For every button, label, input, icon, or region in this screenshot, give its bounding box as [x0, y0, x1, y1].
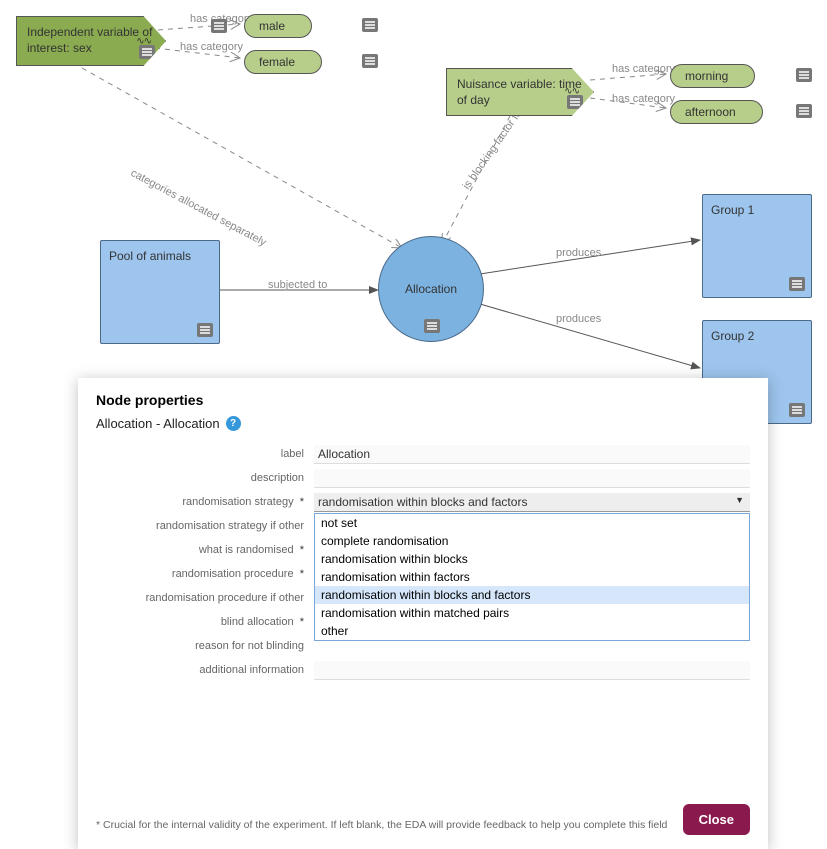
- help-icon[interactable]: ?: [226, 416, 241, 431]
- edge-label: produces: [556, 247, 602, 259]
- edge-label: produces: [556, 313, 602, 325]
- node-label: male: [259, 19, 285, 33]
- node-properties-panel: Node properties Allocation - Allocation …: [78, 378, 768, 849]
- randomisation-strategy-select[interactable]: randomisation within blocks and factors: [314, 493, 750, 512]
- node-pool-of-animals[interactable]: Pool of animals: [100, 240, 220, 344]
- edge-label: has category: [612, 93, 675, 105]
- field-label: randomisation procedure: [172, 568, 294, 580]
- notes-icon[interactable]: [362, 18, 378, 32]
- diagram-canvas: has category has category has category h…: [0, 0, 827, 420]
- node-allocation[interactable]: Allocation: [378, 236, 484, 342]
- notes-icon[interactable]: [362, 54, 378, 68]
- strategy-dropdown: not setcomplete randomisationrandomisati…: [314, 513, 750, 641]
- dropdown-option[interactable]: other: [315, 622, 749, 640]
- field-label: description: [96, 472, 314, 484]
- dropdown-option[interactable]: randomisation within blocks: [315, 550, 749, 568]
- field-label: blind allocation: [221, 616, 294, 628]
- node-independent-variable[interactable]: Independent variable of interest: sex ∿∿: [16, 16, 166, 66]
- dropdown-option[interactable]: randomisation within factors: [315, 568, 749, 586]
- notes-icon[interactable]: [796, 104, 812, 118]
- notes-icon[interactable]: [789, 403, 805, 417]
- edge-label: is blocking factor for: [461, 104, 527, 191]
- field-label: randomisation strategy if other: [96, 520, 314, 532]
- node-category-male[interactable]: male: [244, 14, 312, 38]
- panel-subtitle: Allocation - Allocation: [96, 416, 220, 431]
- dropdown-option[interactable]: complete randomisation: [315, 532, 749, 550]
- description-input[interactable]: [314, 469, 750, 488]
- notes-icon[interactable]: [211, 19, 227, 33]
- node-category-afternoon[interactable]: afternoon: [670, 100, 763, 124]
- node-label: female: [259, 55, 295, 69]
- field-label: label: [96, 448, 314, 460]
- notes-icon[interactable]: [567, 95, 583, 109]
- field-label: randomisation procedure if other: [96, 592, 314, 604]
- dropdown-option[interactable]: not set: [315, 514, 749, 532]
- edge-label: categories allocated separately: [129, 167, 269, 249]
- node-label: afternoon: [685, 105, 736, 119]
- dropdown-option[interactable]: randomisation within blocks and factors: [315, 586, 749, 604]
- edge-label: has category: [180, 41, 243, 53]
- notes-icon[interactable]: [796, 68, 812, 82]
- edge-label: has category: [612, 63, 675, 75]
- notes-icon[interactable]: [139, 45, 155, 59]
- close-button[interactable]: Close: [683, 804, 750, 835]
- footnote-text: * Crucial for the internal validity of t…: [96, 819, 750, 831]
- node-label: Group 2: [711, 329, 754, 343]
- additional-input[interactable]: [314, 661, 750, 680]
- field-label: additional information: [96, 664, 314, 676]
- field-label: what is randomised: [199, 544, 294, 556]
- node-category-morning[interactable]: morning: [670, 64, 755, 88]
- notes-icon[interactable]: [789, 277, 805, 291]
- node-label: Group 1: [711, 203, 754, 217]
- field-label: reason for not blinding: [96, 640, 314, 652]
- node-category-female[interactable]: female: [244, 50, 322, 74]
- node-group-1[interactable]: Group 1: [702, 194, 812, 298]
- panel-title: Node properties: [96, 392, 750, 408]
- edge-label: subjected to: [268, 279, 327, 291]
- field-label: randomisation strategy: [182, 496, 293, 508]
- node-nuisance-variable[interactable]: Nuisance variable: time of day ∿∿: [446, 68, 594, 116]
- label-input[interactable]: [314, 445, 750, 464]
- notes-icon[interactable]: [424, 319, 440, 333]
- dropdown-option[interactable]: randomisation within matched pairs: [315, 604, 749, 622]
- notes-icon[interactable]: [197, 323, 213, 337]
- node-label: morning: [685, 69, 728, 83]
- node-label: Allocation: [405, 282, 457, 296]
- node-label: Pool of animals: [109, 249, 191, 263]
